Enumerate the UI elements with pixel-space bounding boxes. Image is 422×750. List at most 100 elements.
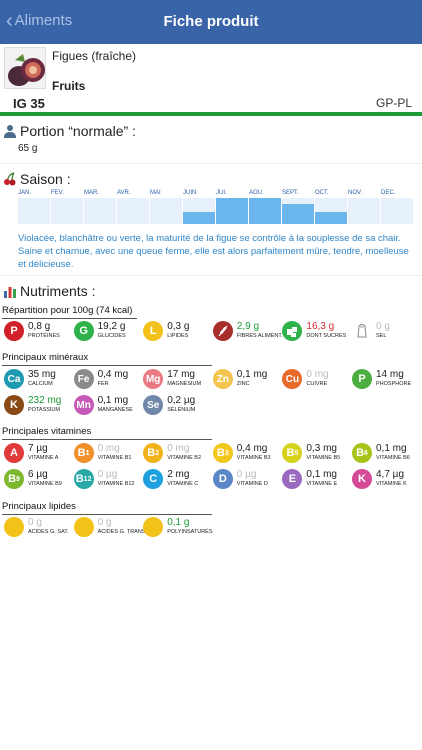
nutrient-value: 2 mg — [167, 469, 190, 480]
nutrient-item[interactable]: 2,9 g FIBRES ALIMENT. — [212, 321, 283, 345]
nutrient-item[interactable]: B 3 0,4 mg VITAMINE B3 — [212, 443, 283, 467]
sugar-icon — [282, 321, 303, 341]
nutrient-subscript: 9 — [16, 475, 20, 483]
nutrient-value: 0,1 g — [167, 517, 190, 528]
season-month-cell — [348, 198, 380, 224]
nutrient-item[interactable]: 16,3 g DONT SUCRES — [282, 321, 352, 345]
nutrient-item[interactable]: Ca 35 mg CALCIUM — [4, 369, 74, 393]
nutrient-item[interactable]: P 0,8 g PROTÉINES — [4, 321, 74, 345]
nutrient-badge: P — [4, 321, 24, 341]
nutrient-letter: B — [286, 447, 295, 459]
nutrient-name: SÉLÉNIUM — [167, 407, 196, 413]
nutrient-item[interactable]: G 19,2 g GLUCIDES — [73, 321, 144, 345]
nutrient-value: 16,3 g — [306, 321, 335, 332]
nutrient-letter: K — [358, 473, 366, 485]
season-month-cell — [216, 198, 248, 224]
nutrient-item[interactable]: K 232 mg POTASSIUM — [4, 395, 74, 419]
nutrient-badge: G — [73, 321, 94, 341]
nutrient-name: GLUCIDES — [97, 333, 126, 339]
nutrient-item[interactable]: P 14 mg PHOSPHORE — [352, 369, 422, 393]
fig-image-icon — [5, 48, 45, 88]
season-month: DEC. — [381, 190, 413, 224]
person-icon — [4, 125, 16, 138]
nutrient-item[interactable]: B 5 0,3 mg VITAMINE B5 — [282, 443, 352, 467]
season-month-label: AVR. — [117, 190, 131, 196]
season-month-fill — [282, 204, 314, 224]
nutrient-item[interactable]: C 2 mg VITAMINE C — [143, 469, 213, 493]
nutrient-letter: A — [10, 447, 18, 459]
nutrient-item[interactable]: 0,1 g POLYINSATURÉS — [143, 517, 213, 541]
nutrient-item[interactable]: 0 g ACIDES G. TRANS — [73, 517, 146, 541]
nutrient-value: 0,2 µg — [167, 395, 196, 406]
nutrient-item[interactable]: D 0 µg VITAMINE D — [212, 469, 283, 493]
season-month-fill — [249, 198, 281, 224]
nutrient-item[interactable]: Mg 17 mg MAGNÉSIUM — [143, 369, 213, 393]
nutrient-subscript: 2 — [155, 449, 160, 457]
nutrient-item[interactable]: E 0,1 mg VITAMINE E — [282, 469, 352, 493]
nutrient-value: 0 mg — [97, 443, 120, 454]
nutrient-value: 0 g — [376, 321, 390, 332]
nutrient-value: 0,3 mg — [306, 443, 337, 454]
nutrient-value: 0,1 mg — [306, 469, 337, 480]
nutrient-value: 0,4 mg — [236, 443, 268, 454]
nutrient-item[interactable]: Mn 0,1 mg MANGANÈSE — [73, 395, 144, 419]
nutrient-badge: Se — [143, 395, 164, 415]
divider — [0, 275, 422, 276]
nutrient-name: ZINC — [236, 381, 250, 387]
nutrient-item[interactable]: K 4,7 µg VITAMINE K — [352, 469, 422, 493]
nutrient-name: CALCIUM — [28, 381, 53, 387]
nutrient-badge: C — [143, 469, 164, 489]
nutrient-value: 0,1 mg — [236, 369, 268, 380]
nutrient-item[interactable]: L 0,3 g LIPIDES — [143, 321, 213, 345]
nutrient-letter: Mg — [145, 373, 161, 385]
season-month: AOU. — [249, 190, 281, 224]
nutrient-item[interactable]: Se 0,2 µg SÉLÉNIUM — [143, 395, 213, 419]
nutrient-value: 0,8 g — [28, 321, 51, 332]
nutrient-value: 232 mg — [28, 395, 62, 406]
lipides-title: Principaux lipides — [2, 501, 76, 512]
nutrient-value: 14 mg — [376, 369, 404, 380]
nutrient-item[interactable]: Zn 0,1 mg ZINC — [212, 369, 283, 393]
nutrient-item[interactable]: A 7 µg VITAMINE A — [4, 443, 74, 467]
nutrient-item[interactable]: B 12 0 µg VITAMINE B12 — [73, 469, 144, 493]
back-button[interactable]: ‹ Aliments — [6, 11, 72, 31]
nutrient-item[interactable]: Fe 0,4 mg FER — [73, 369, 144, 393]
nutrient-letter: B — [147, 447, 156, 459]
navigation-bar: ‹ Aliments Fiche produit — [0, 0, 422, 44]
nutrient-value: 17 mg — [167, 369, 195, 380]
season-month: FEV. — [51, 190, 83, 224]
gppl-label: GP-PL — [375, 96, 412, 110]
nutrient-name: VITAMINE B1 — [97, 455, 132, 461]
nutrient-badge: E — [282, 469, 303, 489]
nutrient-item[interactable]: 0 g SEL — [352, 321, 422, 345]
section-underline — [2, 514, 212, 515]
nutrient-value: 0 g — [97, 517, 112, 528]
salt-icon — [352, 321, 372, 341]
nutrient-name: ACIDES G. TRANS — [97, 529, 146, 535]
nutrient-letter: Cu — [285, 373, 300, 385]
season-month: JUI. — [216, 190, 248, 224]
nutrient-name: VITAMINE C — [167, 481, 199, 487]
nutrient-badge: D — [212, 469, 233, 489]
nutrient-item[interactable]: 0 g ACIDES G. SAT. — [4, 517, 74, 541]
nutrient-name: VITAMINE B5 — [306, 455, 341, 461]
nutrient-item[interactable]: B 6 0,1 mg VITAMINE B6 — [352, 443, 422, 467]
nutrient-letter: K — [10, 399, 18, 411]
mineraux-title: Principaux minéraux — [2, 352, 89, 363]
season-month-cell — [150, 198, 182, 224]
season-title-text: Saison : — [20, 171, 71, 187]
green-divider — [0, 112, 422, 116]
nutrient-item[interactable]: Cu 0 mg CUIVRE — [282, 369, 352, 393]
season-month-label: DEC. — [381, 190, 396, 196]
nutrient-badge — [143, 517, 164, 537]
season-month-fill — [183, 212, 215, 224]
nutrient-name: ACIDES G. SAT. — [28, 529, 69, 535]
nutrient-value: 0,4 mg — [97, 369, 129, 380]
product-name: Figues (fraîche) — [52, 49, 137, 63]
season-month-label: JUI. — [216, 190, 227, 196]
